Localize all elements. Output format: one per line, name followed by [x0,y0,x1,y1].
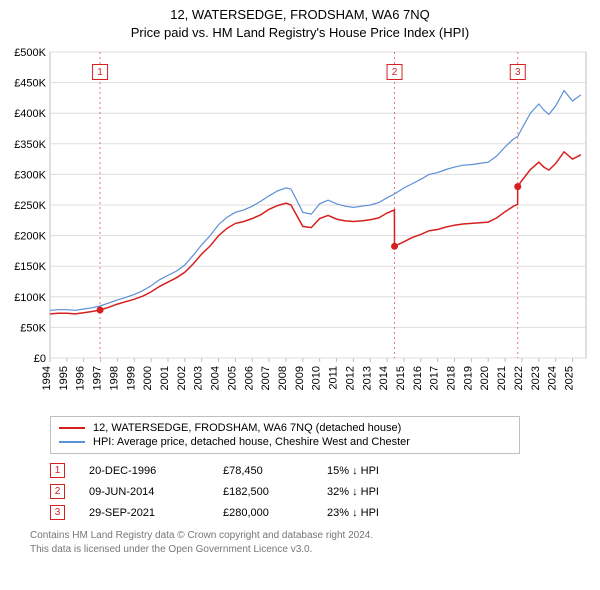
svg-text:2009: 2009 [294,366,306,390]
chart-svg: £0 £50K £100K £150K £200K £250K £300K £350K £400… [8,48,592,408]
svg-text:2019: 2019 [462,366,474,390]
event-price: £78,450 [223,465,303,477]
svg-text:£50K: £50K [20,323,46,335]
svg-text:2006: 2006 [243,366,255,390]
svg-text:2005: 2005 [226,366,238,390]
svg-text:2: 2 [392,68,398,79]
legend-item: 12, WATERSEDGE, FRODSHAM, WA6 7NQ (detac… [59,421,511,435]
event-badge: 2 [50,484,65,499]
svg-text:1999: 1999 [125,366,137,390]
svg-text:1998: 1998 [108,366,120,390]
event-row: 1 20-DEC-1996 £78,450 15% ↓ HPI [50,460,580,481]
event-number: 2 [55,486,61,497]
event-date: 29-SEP-2021 [89,507,199,519]
svg-text:1996: 1996 [75,366,87,390]
svg-text:2014: 2014 [378,366,390,390]
chart-area: £0 £50K £100K £150K £200K £250K £300K £350K £400… [8,48,592,408]
legend-label: HPI: Average price, detached house, Ches… [93,436,410,448]
svg-text:£300K: £300K [14,170,46,182]
svg-text:2023: 2023 [530,366,542,390]
event-number: 3 [55,507,61,518]
svg-text:2001: 2001 [159,366,171,390]
attribution-line: Contains HM Land Registry data © Crown c… [30,529,592,543]
legend-item: HPI: Average price, detached house, Ches… [59,435,511,449]
event-price: £182,500 [223,486,303,498]
event-row: 2 09-JUN-2014 £182,500 32% ↓ HPI [50,481,580,502]
svg-text:£0: £0 [34,353,46,365]
event-date: 09-JUN-2014 [89,486,199,498]
event-hpi: 15% ↓ HPI [327,465,447,477]
svg-text:2012: 2012 [344,366,356,390]
svg-text:2000: 2000 [142,366,154,390]
event-number: 1 [55,465,61,476]
svg-text:2016: 2016 [412,366,424,390]
svg-text:2021: 2021 [496,366,508,390]
svg-text:2015: 2015 [395,366,407,390]
event-price: £280,000 [223,507,303,519]
event-badge: 1 [50,463,65,478]
svg-text:2024: 2024 [547,366,559,390]
svg-text:£500K: £500K [14,48,46,59]
svg-text:£250K: £250K [14,200,46,212]
svg-text:3: 3 [515,68,521,79]
svg-text:2017: 2017 [429,366,441,390]
svg-text:2002: 2002 [176,366,188,390]
svg-text:2022: 2022 [513,366,525,390]
event-row: 3 29-SEP-2021 £280,000 23% ↓ HPI [50,502,580,523]
legend: 12, WATERSEDGE, FRODSHAM, WA6 7NQ (detac… [50,416,520,454]
svg-text:2013: 2013 [361,366,373,390]
event-list: 1 20-DEC-1996 £78,450 15% ↓ HPI 2 09-JUN… [50,460,580,523]
svg-text:£200K: £200K [14,231,46,243]
svg-text:1: 1 [97,68,103,79]
svg-text:2004: 2004 [210,366,222,390]
svg-text:£100K: £100K [14,292,46,304]
legend-label: 12, WATERSEDGE, FRODSHAM, WA6 7NQ (detac… [93,422,401,434]
chart-card: 12, WATERSEDGE, FRODSHAM, WA6 7NQ Price … [0,0,600,562]
chart-title: 12, WATERSEDGE, FRODSHAM, WA6 7NQ Price … [8,6,592,42]
svg-text:2008: 2008 [277,366,289,390]
event-date: 20-DEC-1996 [89,465,199,477]
svg-text:2020: 2020 [479,366,491,390]
svg-text:1994: 1994 [41,366,53,390]
svg-text:£350K: £350K [14,139,46,151]
svg-text:£400K: £400K [14,109,46,121]
attribution: Contains HM Land Registry data © Crown c… [30,529,592,556]
legend-swatch [59,441,85,443]
svg-text:2025: 2025 [564,366,576,390]
svg-text:£150K: £150K [14,262,46,274]
svg-text:2007: 2007 [260,366,272,390]
svg-text:2011: 2011 [328,366,340,390]
svg-text:£450K: £450K [14,78,46,90]
event-hpi: 23% ↓ HPI [327,507,447,519]
attribution-line: This data is licensed under the Open Gov… [30,543,592,557]
event-badge: 3 [50,505,65,520]
svg-text:2018: 2018 [446,366,458,390]
svg-text:1995: 1995 [58,366,70,390]
legend-swatch [59,427,85,429]
svg-text:2003: 2003 [193,366,205,390]
svg-text:1997: 1997 [92,366,104,390]
title-address: 12, WATERSEDGE, FRODSHAM, WA6 7NQ [8,6,592,24]
title-subtitle: Price paid vs. HM Land Registry's House … [8,24,592,42]
svg-text:2010: 2010 [311,366,323,390]
event-hpi: 32% ↓ HPI [327,486,447,498]
